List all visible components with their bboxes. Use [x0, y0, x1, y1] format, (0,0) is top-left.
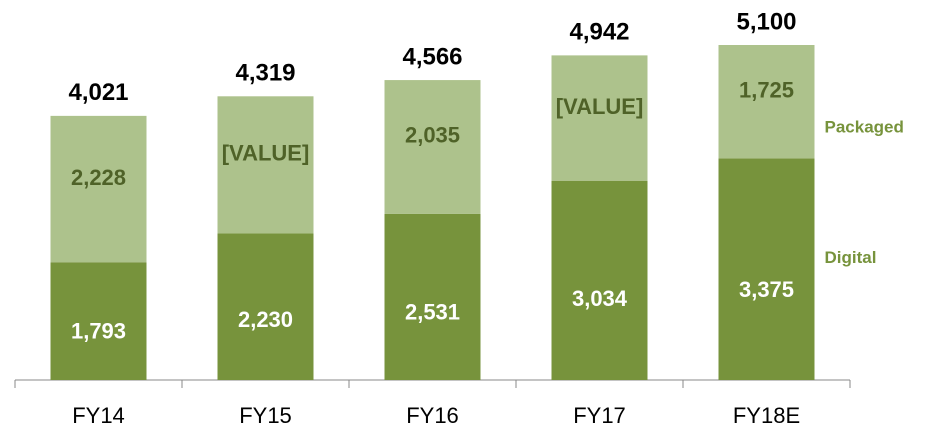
- bar-segment: [217, 233, 314, 380]
- total-label: 4,566: [402, 43, 462, 70]
- total-label: 5,100: [736, 8, 796, 35]
- bar-segment: [50, 262, 147, 380]
- bar-segment: [384, 80, 481, 214]
- value-label: [VALUE]: [222, 141, 310, 166]
- bar-segment: [384, 213, 481, 380]
- series-label: Digital: [825, 248, 877, 267]
- bar-segment: [718, 158, 815, 380]
- value-label: 1,793: [71, 319, 126, 344]
- value-label: 3,034: [572, 286, 628, 311]
- value-label: 2,035: [405, 123, 460, 148]
- x-tick-label: FY15: [239, 403, 292, 428]
- bar-segment: [217, 96, 314, 234]
- x-tick-label: FY14: [72, 403, 125, 428]
- bar-segment: [551, 180, 648, 380]
- value-label: 1,725: [739, 77, 794, 102]
- x-tick-label: FY17: [573, 403, 626, 428]
- bar-segment: [718, 45, 815, 159]
- value-label: [VALUE]: [556, 94, 644, 119]
- value-label: 3,375: [739, 277, 794, 302]
- value-label: 2,228: [71, 165, 126, 190]
- total-label: 4,942: [569, 19, 629, 46]
- value-label: 2,230: [238, 307, 293, 332]
- total-label: 4,021: [68, 79, 128, 106]
- bar-segment: [50, 115, 147, 263]
- total-label: 4,319: [235, 60, 295, 87]
- value-label: 2,531: [405, 299, 460, 324]
- x-tick-label: FY18E: [733, 403, 800, 428]
- x-tick-label: FY16: [406, 403, 459, 428]
- series-label: Packaged: [825, 117, 904, 136]
- bar-segment: [551, 55, 648, 181]
